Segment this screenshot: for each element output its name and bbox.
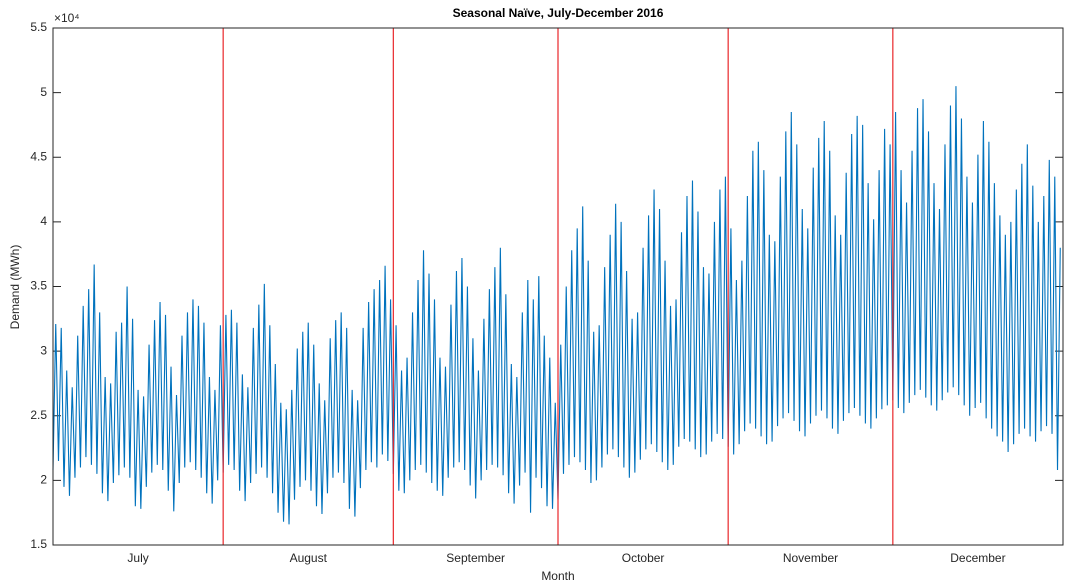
x-tick-label: July — [127, 551, 148, 565]
y-tick-label: 2.5 — [30, 408, 47, 422]
y-tick-label: 3 — [40, 343, 47, 357]
y-exponent: ×10⁴ — [54, 11, 80, 25]
y-tick-label: 2 — [40, 473, 47, 487]
x-tick-label: September — [446, 551, 505, 565]
y-tick-label: 5.5 — [30, 20, 47, 34]
x-tick-label: December — [950, 551, 1005, 565]
y-tick-label: 3.5 — [30, 279, 47, 293]
x-tick-label: November — [783, 551, 838, 565]
y-tick-label: 4 — [40, 214, 47, 228]
chart-title: Seasonal Naïve, July-December 2016 — [453, 6, 664, 20]
y-tick-label: 5 — [40, 85, 47, 99]
plot-frame — [52, 27, 1064, 546]
x-tick-label: October — [622, 551, 665, 565]
y-tick-label: 1.5 — [30, 537, 47, 551]
y-axis-label: Demand (MWh) — [8, 245, 22, 330]
x-tick-label: August — [290, 551, 328, 565]
x-axis-label: Month — [541, 569, 574, 583]
y-tick-label: 4.5 — [30, 149, 47, 163]
